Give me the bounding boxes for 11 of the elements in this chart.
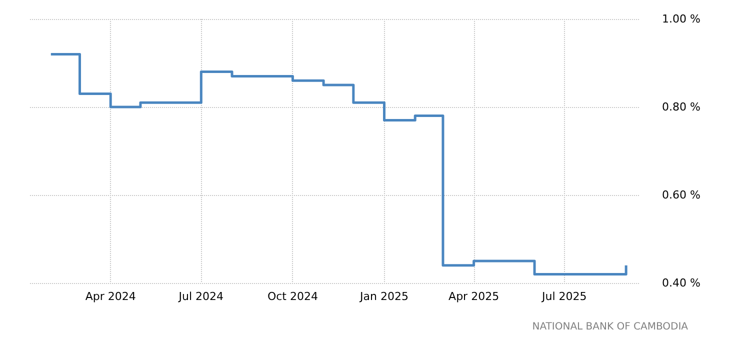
x-tick-label: Jul 2024 bbox=[178, 290, 224, 303]
x-tick-label: Jul 2025 bbox=[540, 290, 587, 303]
y-tick-label: 0.80 % bbox=[662, 100, 700, 114]
x-tick-label: Jan 2025 bbox=[359, 290, 408, 303]
x-tick-label: Apr 2025 bbox=[448, 290, 500, 303]
y-tick-label: 0.40 % bbox=[662, 276, 700, 290]
text: NATIONAL BANK OF CAMBODIA bbox=[532, 322, 688, 332]
y-tick-label: 0.60 % bbox=[662, 188, 700, 202]
x-tick-label: Apr 2024 bbox=[85, 290, 136, 303]
x-tick-label: Oct 2024 bbox=[267, 290, 318, 303]
y-tick-label: 1.00 % bbox=[662, 12, 700, 26]
